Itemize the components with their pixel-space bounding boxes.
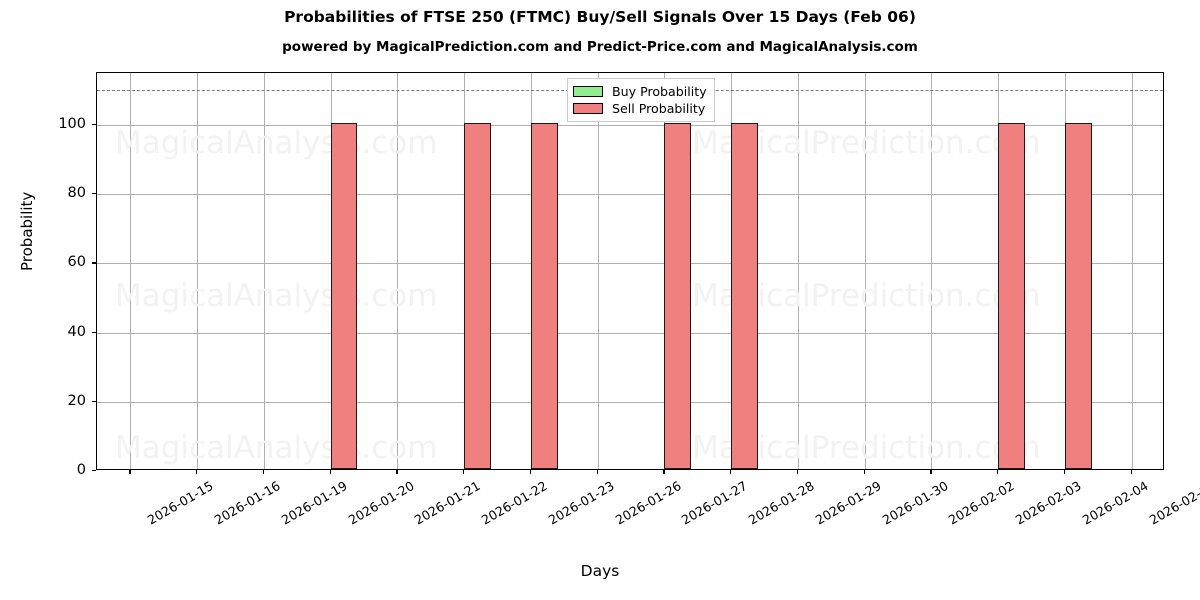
legend-item-buy[interactable]: Buy Probability [573, 83, 707, 100]
y-tick-label: 20 [67, 392, 86, 409]
x-tick-mark [196, 470, 198, 474]
chart-subtitle: powered by MagicalPrediction.com and Pre… [282, 39, 918, 55]
x-tick-label: 2026-01-29 [812, 478, 884, 528]
watermark-text: MagicalAnalysis.com [115, 430, 438, 466]
gridline-vertical [797, 73, 799, 469]
plot-area: MagicalAnalysis.com MagicalPrediction.com… [96, 72, 1164, 470]
chart-legend[interactable]: Buy Probability Sell Probability [567, 78, 715, 122]
legend-swatch-buy [573, 86, 603, 97]
bar [530, 122, 558, 469]
x-tick-label: 2026-01-23 [545, 478, 617, 528]
gridline-vertical [1131, 73, 1133, 469]
y-tick-label: 60 [67, 254, 86, 271]
y-tick-mark [92, 193, 96, 195]
gridline-vertical [397, 73, 399, 469]
gridline-vertical [597, 73, 599, 469]
gridline-vertical [864, 73, 866, 469]
x-tick-mark [329, 470, 331, 474]
x-tick-mark [730, 470, 732, 474]
y-tick-mark [92, 470, 96, 472]
bar [330, 122, 358, 469]
gridline-horizontal [97, 194, 1163, 196]
x-tick-mark [262, 470, 265, 474]
y-tick-label: 100 [58, 115, 86, 132]
x-tick-mark [529, 470, 532, 474]
y-tick-mark [92, 331, 96, 333]
x-tick-label: 2026-02-04 [1079, 478, 1151, 528]
x-tick-mark [463, 470, 465, 474]
gridline-horizontal [97, 263, 1163, 265]
x-tick-label: 2026-01-19 [278, 478, 350, 528]
x-tick-label: 2026-01-16 [211, 478, 283, 528]
x-tick-label: 2026-02-05 [1146, 478, 1200, 528]
gridline-vertical [931, 73, 933, 469]
x-tick-mark [930, 470, 932, 474]
x-tick-mark [1130, 470, 1132, 474]
bar [998, 122, 1025, 469]
bar [664, 122, 692, 469]
x-tick-label: 2026-02-02 [946, 478, 1018, 528]
y-tick-mark [92, 262, 96, 264]
x-tick-mark [997, 470, 999, 474]
gridline-horizontal [97, 332, 1163, 334]
x-tick-label: 2026-01-27 [679, 478, 751, 528]
x-tick-mark [396, 470, 398, 474]
y-tick-label: 0 [76, 462, 86, 478]
x-tick-mark [596, 470, 598, 474]
x-axis-label: Days [580, 562, 620, 580]
gridline-horizontal [97, 124, 1163, 126]
y-tick-mark [92, 400, 96, 403]
x-tick-label: 2026-01-28 [745, 478, 817, 528]
gridline-vertical [263, 73, 265, 469]
y-tick-mark [92, 123, 96, 126]
x-tick-label: 2026-01-21 [412, 478, 484, 528]
y-tick-label: 40 [67, 323, 86, 340]
x-tick-label: 2026-01-20 [345, 478, 417, 528]
x-tick-mark [863, 470, 865, 474]
x-tick-label: 2026-02-03 [1012, 478, 1084, 528]
legend-label-buy: Buy Probability [612, 84, 707, 99]
y-tick-label: 80 [67, 185, 86, 202]
x-tick-mark [663, 470, 665, 474]
legend-swatch-sell [573, 103, 603, 114]
x-tick-label: 2026-01-22 [478, 478, 550, 528]
x-tick-mark [796, 470, 799, 474]
chart-title: Probabilities of FTSE 250 (FTMC) Buy/Sel… [284, 8, 916, 26]
gridline-vertical [130, 73, 132, 469]
bar [731, 122, 758, 469]
legend-label-sell: Sell Probability [612, 101, 706, 116]
legend-item-sell[interactable]: Sell Probability [573, 100, 707, 117]
x-tick-label: 2026-01-15 [145, 478, 217, 528]
x-tick-mark [1063, 470, 1066, 474]
watermark-text: MagicalAnalysis.com [115, 125, 438, 161]
x-tick-label: 2026-01-30 [879, 478, 951, 528]
x-tick-label: 2026-01-26 [612, 478, 684, 528]
bar [464, 122, 491, 469]
watermark-text: MagicalAnalysis.com [115, 278, 438, 314]
gridline-vertical [197, 73, 199, 469]
bar [1064, 122, 1092, 469]
x-tick-mark [129, 470, 131, 474]
gridline-horizontal [97, 401, 1163, 403]
